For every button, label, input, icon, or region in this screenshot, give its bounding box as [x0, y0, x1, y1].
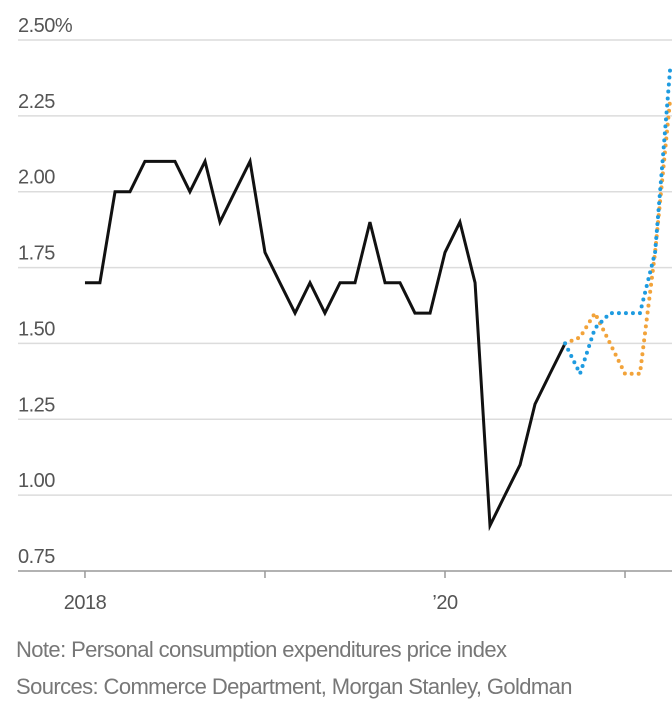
y-tick-label: 0.75: [18, 546, 55, 568]
y-tick-label: 2.50%: [18, 15, 73, 37]
x-tick-label: ’20: [432, 592, 458, 614]
series-line: [563, 68, 672, 380]
y-tick-label: 1.25: [18, 394, 55, 416]
x-tick-label: 2018: [64, 592, 107, 614]
series-line: [563, 98, 672, 376]
y-tick-label: 2.00: [18, 167, 55, 189]
y-tick-label: 2.25: [18, 91, 55, 113]
sources: Sources: Commerce Department, Morgan Sta…: [16, 674, 572, 699]
y-tick-label: 1.50: [18, 318, 55, 340]
y-tick-label: 1.00: [18, 470, 55, 492]
series-line: [84, 156, 567, 532]
y-tick-label: 1.75: [18, 243, 55, 265]
note: Note: Personal consumption expenditures …: [16, 637, 507, 662]
